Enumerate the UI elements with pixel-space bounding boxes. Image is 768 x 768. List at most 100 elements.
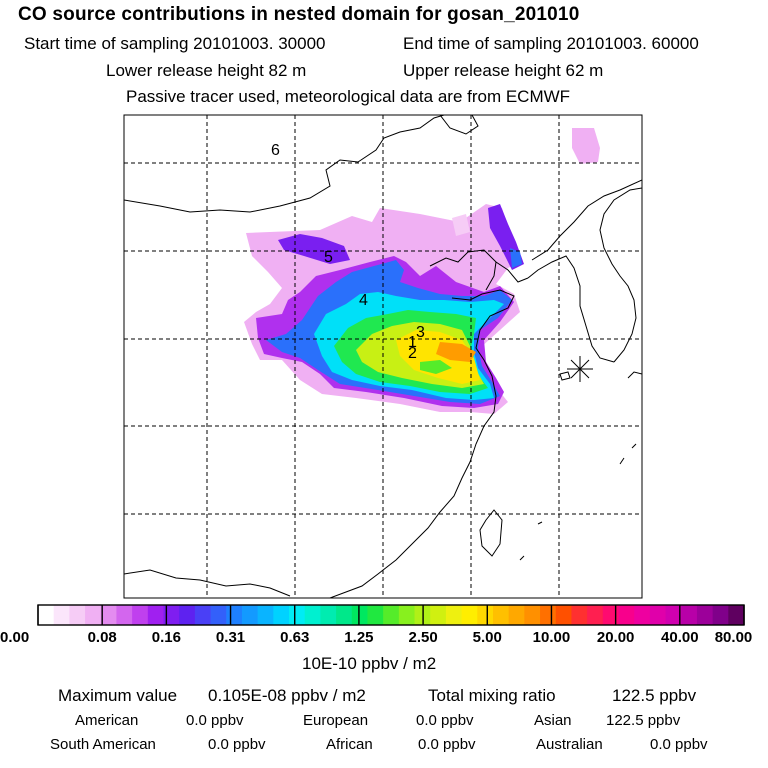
receptor-star-icon bbox=[567, 356, 593, 382]
colorbar-tick-label: 20.00 bbox=[596, 629, 635, 646]
colorbar-cell bbox=[618, 605, 635, 625]
region-value-australian: 0.0 ppbv bbox=[650, 736, 708, 753]
colorbar-cell bbox=[430, 605, 447, 625]
colorbar-cell bbox=[367, 605, 384, 625]
total-mixing-ratio-label: Total mixing ratio bbox=[428, 686, 556, 705]
plume-patch-blue bbox=[510, 248, 522, 268]
colorbar-tick-label: 5.00 bbox=[472, 629, 502, 646]
colorbar-tick-label: 1.25 bbox=[344, 629, 374, 646]
colorbar-cell bbox=[681, 605, 698, 625]
region-value-african: 0.0 ppbv bbox=[418, 736, 476, 753]
plume-arm-west bbox=[278, 234, 350, 264]
colorbar-cell bbox=[163, 605, 180, 625]
start-time-label: Start time of sampling 20101003. 30000 bbox=[24, 34, 326, 53]
colorbar-cell bbox=[179, 605, 196, 625]
coastlines bbox=[124, 115, 642, 598]
grid-lines bbox=[124, 115, 642, 598]
region-name-australian: Australian bbox=[536, 736, 603, 753]
region-value-asian: 122.5 ppbv bbox=[606, 712, 681, 729]
colorbar-cell bbox=[587, 605, 604, 625]
total-mixing-ratio-value: 122.5 ppbv bbox=[612, 686, 697, 705]
colorbar-tick-label: 0.63 bbox=[280, 629, 310, 646]
colorbar-cell bbox=[728, 605, 745, 625]
island-chain bbox=[519, 443, 637, 561]
colorbar-cell bbox=[555, 605, 573, 625]
max-value-label: Maximum value bbox=[58, 686, 178, 705]
colorbar-tick-label: 0.00 bbox=[0, 629, 30, 646]
chart-title: CO source contributions in nested domain… bbox=[18, 4, 580, 25]
colorbar-cell bbox=[289, 605, 306, 625]
source-label-6: 6 bbox=[271, 142, 280, 159]
island-taiwan bbox=[479, 509, 503, 557]
colorbar-cell bbox=[383, 605, 400, 625]
colorbar-cell bbox=[398, 605, 416, 625]
colorbar-tick-label: 0.31 bbox=[215, 629, 246, 646]
colorbar-cell bbox=[696, 605, 714, 625]
region-value-american: 0.0 ppbv bbox=[186, 712, 244, 729]
colorbar-cell bbox=[665, 605, 682, 625]
colorbar-cell bbox=[226, 605, 243, 625]
colorbar-cell bbox=[53, 605, 70, 625]
region-value-european: 0.0 ppbv bbox=[416, 712, 474, 729]
colorbar-tick-label: 2.50 bbox=[408, 629, 438, 646]
source-label-2: 2 bbox=[408, 345, 417, 362]
region-name-european: European bbox=[303, 712, 369, 729]
colorbar-cell bbox=[273, 605, 290, 625]
coast-korea-east bbox=[599, 187, 642, 363]
colorbar-cell bbox=[194, 605, 212, 625]
colorbar-cell bbox=[38, 605, 55, 625]
map-frame bbox=[123, 114, 643, 599]
colorbar bbox=[37, 604, 745, 626]
region-name-asian: Asian bbox=[534, 712, 572, 729]
colorbar-cell bbox=[85, 605, 102, 625]
end-time-label: End time of sampling 20101003. 60000 bbox=[403, 34, 699, 53]
colorbar-cell bbox=[712, 605, 729, 625]
colorbar-cell bbox=[634, 605, 651, 625]
island-jeju bbox=[559, 371, 571, 381]
plume-patch-small bbox=[452, 214, 470, 236]
source-label-1: 1 bbox=[408, 334, 417, 351]
colorbar-cell bbox=[492, 605, 510, 625]
coast-korea-west bbox=[527, 255, 615, 363]
colorbar-cell bbox=[147, 605, 165, 625]
region-name-african: African bbox=[326, 736, 373, 753]
source-label-4: 4 bbox=[359, 292, 368, 309]
plume-level-7 bbox=[396, 330, 480, 384]
source-label-3: 3 bbox=[416, 324, 425, 341]
upper-release-height-label: Upper release height 62 m bbox=[403, 61, 604, 80]
lower-release-height-label: Lower release height 82 m bbox=[106, 61, 307, 80]
region-name-south-american: South American bbox=[50, 736, 156, 753]
colorbar-cell bbox=[445, 605, 463, 625]
colorbar-cell bbox=[524, 605, 541, 625]
plume-patch-north bbox=[572, 128, 600, 164]
coast-east-china bbox=[329, 395, 497, 598]
colorbar-cell bbox=[540, 605, 557, 625]
region-value-south-american: 0.0 ppbv bbox=[208, 736, 266, 753]
island-japan-west bbox=[627, 371, 642, 379]
plume-level-8 bbox=[436, 342, 476, 362]
colorbar-cell bbox=[649, 605, 667, 625]
colorbar-tick-label: 80.00 bbox=[714, 629, 753, 646]
colorbar-cell bbox=[602, 605, 620, 625]
coast-liaodong bbox=[485, 261, 497, 291]
coast-shandong bbox=[451, 289, 515, 397]
colorbar-cell bbox=[461, 605, 478, 625]
colorbar-cell bbox=[100, 605, 118, 625]
colorbar-cell bbox=[69, 605, 86, 625]
max-value: 0.105E-08 ppbv / m2 bbox=[208, 686, 366, 705]
border-south bbox=[124, 569, 291, 597]
colorbar-cells bbox=[38, 605, 745, 625]
colorbar-cell bbox=[241, 605, 259, 625]
colorbar-tick-label: 10.00 bbox=[532, 629, 571, 646]
colorbar-cell bbox=[116, 605, 133, 625]
colorbar-cell bbox=[336, 605, 353, 625]
colorbar-cell bbox=[257, 605, 274, 625]
plume-hole bbox=[420, 360, 452, 374]
tracer-note-label: Passive tracer used, meteorological data… bbox=[126, 87, 571, 106]
colorbar-dividers bbox=[37, 605, 745, 625]
colorbar-cell bbox=[477, 605, 494, 625]
region-name-american: American bbox=[75, 712, 139, 729]
colorbar-cell bbox=[508, 605, 525, 625]
colorbar-cell bbox=[210, 605, 227, 625]
colorbar-cell bbox=[132, 605, 149, 625]
